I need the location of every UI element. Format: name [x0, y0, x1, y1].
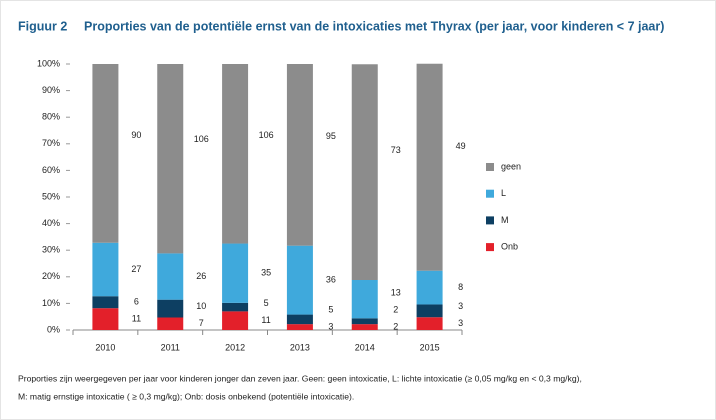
count-label: 8 — [458, 282, 463, 292]
legend-label: M — [501, 215, 509, 225]
bar-segment — [351, 64, 378, 280]
count-label: 11 — [261, 315, 270, 325]
y-tick-label: 10% — [42, 298, 60, 308]
bar-segment — [222, 311, 249, 330]
count-label: 90 — [131, 130, 141, 140]
y-tick-label: 90% — [42, 85, 60, 95]
x-tick-label: 2012 — [225, 342, 245, 352]
count-label: 10 — [196, 301, 206, 311]
footnote: M: matig ernstige intoxicatie ( ≥ 0,3 mg… — [18, 391, 354, 401]
y-tick-label: 70% — [42, 138, 60, 148]
bar-segment — [157, 64, 184, 254]
bar-segment — [222, 302, 249, 312]
count-label: 3 — [458, 318, 463, 328]
count-label: 27 — [131, 264, 141, 274]
count-label: 2 — [393, 321, 398, 331]
bar-segment — [92, 296, 119, 309]
count-label: 106 — [194, 134, 209, 144]
y-tick-label: 80% — [42, 112, 60, 122]
count-label: 35 — [261, 268, 271, 278]
bar-segment — [416, 304, 443, 318]
chart-title: Proporties van de potentiële ernst van d… — [84, 19, 664, 33]
figure-label: Figuur 2 — [18, 19, 67, 33]
x-tick-label: 2014 — [355, 342, 375, 352]
count-label: 95 — [326, 131, 336, 141]
y-tick-label: 0% — [47, 324, 60, 334]
bar-segment — [416, 63, 443, 271]
count-label: 5 — [264, 298, 269, 308]
bar-segment — [416, 270, 443, 305]
count-label: 49 — [456, 141, 466, 151]
legend-label: Onb — [501, 241, 518, 251]
bar-segment — [351, 324, 378, 330]
legend-swatch — [486, 216, 494, 225]
legend-label: geen — [501, 161, 521, 171]
bar-segment — [286, 314, 313, 325]
count-label: 11 — [132, 313, 141, 323]
legend-swatch — [486, 189, 494, 198]
count-label: 3 — [458, 301, 463, 311]
bar-segment — [157, 299, 184, 318]
bar-segment — [286, 245, 313, 315]
legend-swatch — [486, 243, 494, 252]
x-tick-label: 2010 — [95, 342, 115, 352]
bar-segment — [416, 317, 443, 330]
count-label: 73 — [391, 145, 401, 155]
y-tick-label: 20% — [42, 271, 60, 281]
count-label: 6 — [134, 296, 139, 306]
count-label: 13 — [391, 287, 401, 297]
x-tick-label: 2013 — [290, 342, 310, 352]
bar-segment — [92, 308, 119, 330]
y-tick-label: 50% — [42, 191, 60, 201]
bar-segment — [222, 64, 249, 244]
y-tick-label: 30% — [42, 245, 60, 255]
bar-segment — [351, 318, 378, 325]
footnote: Proporties zijn weergegeven per jaar voo… — [18, 373, 582, 383]
bar-segment — [351, 279, 378, 319]
bar-segment — [157, 317, 184, 330]
y-tick-label: 40% — [42, 218, 60, 228]
count-label: 36 — [326, 275, 336, 285]
bar-segment — [222, 243, 249, 303]
legend-label: L — [501, 188, 506, 198]
count-label: 2 — [393, 304, 398, 314]
y-tick-label: 60% — [42, 165, 60, 175]
count-label: 5 — [328, 304, 333, 314]
legend-swatch — [486, 163, 494, 171]
x-tick-label: 2011 — [161, 342, 180, 352]
count-label: 7 — [199, 318, 204, 328]
bar-segment — [92, 242, 119, 297]
bar-segment — [286, 64, 313, 246]
bar-segment — [92, 64, 119, 243]
count-label: 26 — [196, 271, 206, 281]
bar-segment — [157, 253, 184, 300]
x-tick-label: 2015 — [420, 342, 440, 352]
count-label: 106 — [259, 130, 274, 140]
count-label: 3 — [328, 321, 333, 331]
bar-segment — [286, 324, 313, 330]
y-tick-label: 100% — [37, 58, 60, 68]
